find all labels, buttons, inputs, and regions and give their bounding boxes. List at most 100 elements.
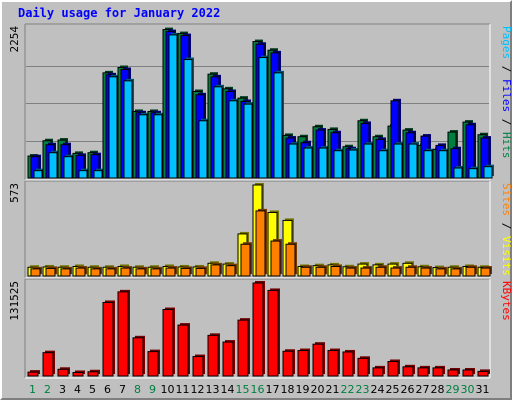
- day-label: 1: [29, 383, 36, 396]
- bar-pages: [183, 59, 193, 179]
- bar-sites: [300, 266, 311, 277]
- day-label: 12: [191, 383, 205, 396]
- legend-kbytes: KBytes: [500, 281, 512, 321]
- bar-kbytes: [132, 337, 144, 377]
- bar-pages: [468, 168, 478, 179]
- bar-kbytes: [297, 350, 309, 377]
- day-label: 8: [134, 383, 141, 396]
- bar-pages: [78, 170, 88, 179]
- bar-kbytes: [222, 341, 234, 377]
- bar-kbytes: [147, 351, 159, 377]
- bar-kbytes: [162, 309, 174, 377]
- day-label: 14: [221, 383, 235, 396]
- bar-sites: [180, 267, 191, 277]
- bar-sites: [135, 268, 146, 277]
- bar-sites: [345, 267, 356, 277]
- bar-pages: [438, 150, 448, 179]
- bar-kbytes: [267, 289, 279, 377]
- bar-sites: [315, 266, 326, 277]
- bar-sites: [255, 210, 266, 277]
- bar-pages: [123, 80, 133, 179]
- bar-kbytes: [372, 367, 384, 377]
- bar-kbytes: [447, 369, 459, 377]
- bar-kbytes: [252, 282, 264, 377]
- bar-pages: [483, 166, 493, 179]
- day-label: 13: [206, 383, 220, 396]
- bar-pages: [393, 143, 403, 179]
- bar-kbytes: [282, 350, 294, 377]
- day-label: 21: [326, 383, 340, 396]
- bar-sites: [420, 267, 431, 277]
- bar-sites: [240, 243, 251, 277]
- day-label: 7: [119, 383, 126, 396]
- bar-pages: [258, 57, 268, 179]
- legend-hits: Hits: [500, 132, 512, 159]
- bar-pages: [243, 103, 253, 179]
- bar-sites: [90, 268, 101, 277]
- bar-sites: [150, 268, 161, 277]
- bar-kbytes: [57, 368, 69, 377]
- bar-sites: [45, 267, 56, 277]
- bar-pages: [273, 72, 283, 179]
- bar-sites: [480, 267, 491, 277]
- legend-sites: Sites: [500, 183, 512, 216]
- bar-kbytes: [312, 343, 324, 377]
- bar-kbytes: [27, 371, 39, 377]
- chart-title: Daily usage for January 2022: [18, 6, 221, 20]
- day-label: 30: [461, 383, 475, 396]
- bar-kbytes: [117, 291, 129, 377]
- bar-kbytes: [207, 334, 219, 377]
- bar-pages: [303, 147, 313, 179]
- axis-legend: Pages / Files / Hits: [500, 26, 512, 159]
- bar-pages: [138, 114, 148, 179]
- bar-sites: [285, 243, 296, 277]
- day-label: 25: [386, 383, 400, 396]
- day-label: 31: [476, 383, 490, 396]
- bar-sites: [195, 267, 206, 277]
- day-label: 28: [431, 383, 445, 396]
- legend-separator: /: [500, 59, 512, 79]
- day-label: 22: [341, 383, 355, 396]
- bar-kbytes: [192, 356, 204, 377]
- bar-pages: [453, 167, 463, 179]
- bar-sites: [270, 240, 281, 277]
- bar-kbytes: [342, 351, 354, 377]
- legend-visits: Visits: [500, 236, 512, 276]
- bar-sites: [360, 267, 371, 277]
- day-label: 5: [89, 383, 96, 396]
- bar-pages: [423, 150, 433, 179]
- bar-pages: [33, 170, 43, 179]
- bar-kbytes: [357, 357, 369, 377]
- axis-legend: Sites / Visits: [500, 183, 512, 276]
- bar-sites: [60, 268, 71, 277]
- bar-kbytes: [477, 370, 489, 377]
- bar-pages: [198, 120, 208, 179]
- day-label: 15: [236, 383, 250, 396]
- bar-sites: [390, 267, 401, 277]
- axis-legend: KBytes: [500, 281, 512, 321]
- day-label: 26: [401, 383, 415, 396]
- day-label: 20: [311, 383, 325, 396]
- day-label: 2: [44, 383, 51, 396]
- bar-pages: [318, 147, 328, 179]
- bar-kbytes: [432, 367, 444, 377]
- bar-sites: [30, 268, 41, 277]
- bar-pages: [288, 143, 298, 179]
- bar-pages: [363, 143, 373, 179]
- bar-pages: [63, 156, 73, 179]
- day-label: 16: [251, 383, 265, 396]
- day-label: 27: [416, 383, 430, 396]
- bar-kbytes: [402, 366, 414, 377]
- bar-kbytes: [72, 371, 84, 377]
- bar-kbytes: [87, 371, 99, 377]
- bar-pages: [168, 34, 178, 179]
- legend-separator: /: [500, 112, 512, 132]
- bar-kbytes: [387, 361, 399, 377]
- legend-pages: Pages: [500, 26, 512, 59]
- day-label: 24: [371, 383, 385, 396]
- bar-sites: [405, 266, 416, 277]
- y-max-label: 2254: [8, 26, 21, 53]
- bar-kbytes: [417, 367, 429, 377]
- day-label: 3: [59, 383, 66, 396]
